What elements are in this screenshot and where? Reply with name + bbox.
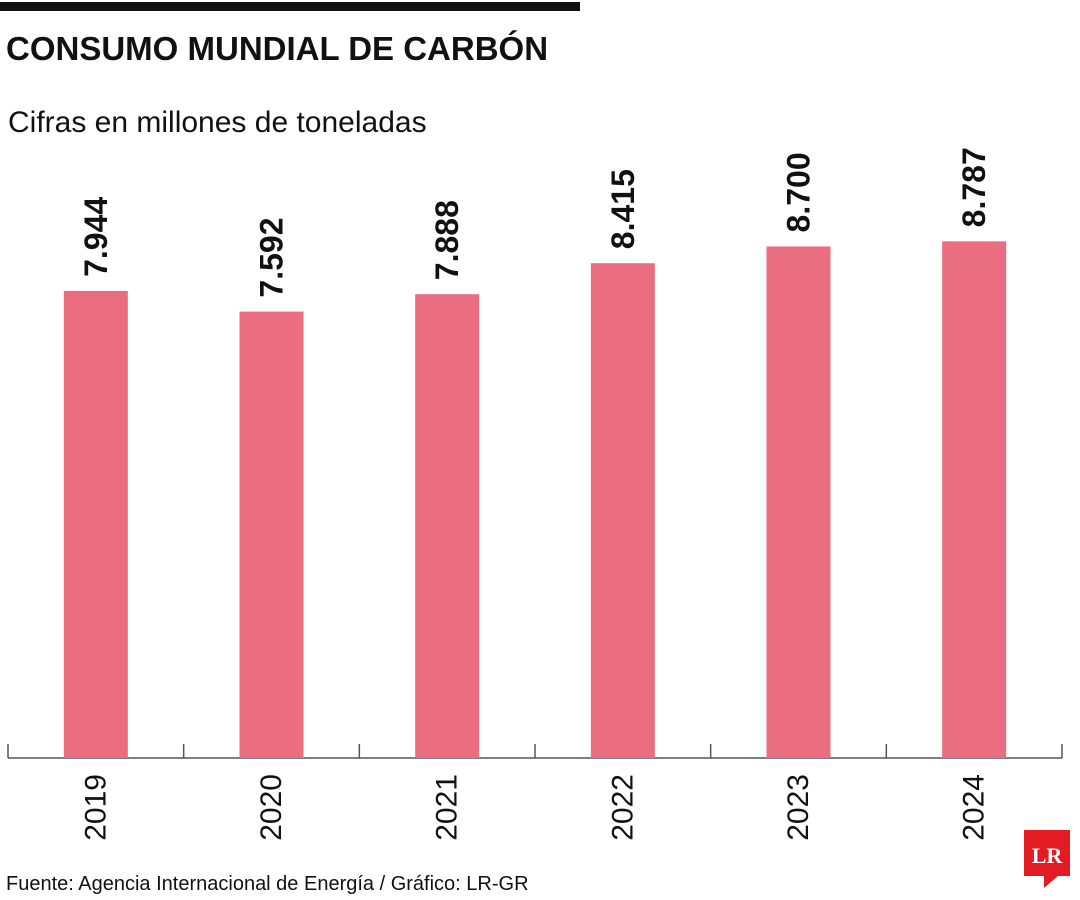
x-tick-label: 2021 <box>431 774 464 841</box>
bar <box>63 290 128 758</box>
value-label: 8.700 <box>781 152 817 232</box>
source-note: Fuente: Agencia Internacional de Energía… <box>6 873 529 895</box>
title-rule <box>0 2 580 11</box>
bar <box>766 246 831 758</box>
bar <box>239 311 304 758</box>
logo-box <box>1024 830 1070 876</box>
value-label: 7.888 <box>429 200 465 280</box>
x-tick-label: 2023 <box>782 774 815 841</box>
chart-subtitle: Cifras en millones de toneladas <box>8 106 427 139</box>
x-tick-label: 2022 <box>606 774 639 841</box>
x-tick-label: 2019 <box>79 774 112 841</box>
bar <box>590 263 655 758</box>
value-label: 7.592 <box>254 218 290 298</box>
value-label: 8.787 <box>956 147 992 227</box>
value-label: 7.944 <box>78 197 114 277</box>
logo-tail <box>1044 876 1058 888</box>
bar <box>942 241 1007 758</box>
chart-title: CONSUMO MUNDIAL DE CARBÓN <box>6 30 548 67</box>
bar <box>415 294 480 758</box>
x-tick-label: 2024 <box>958 774 991 841</box>
x-tick-label: 2020 <box>255 774 288 841</box>
value-label: 8.415 <box>605 169 641 249</box>
logo-text: LR <box>1032 843 1064 868</box>
